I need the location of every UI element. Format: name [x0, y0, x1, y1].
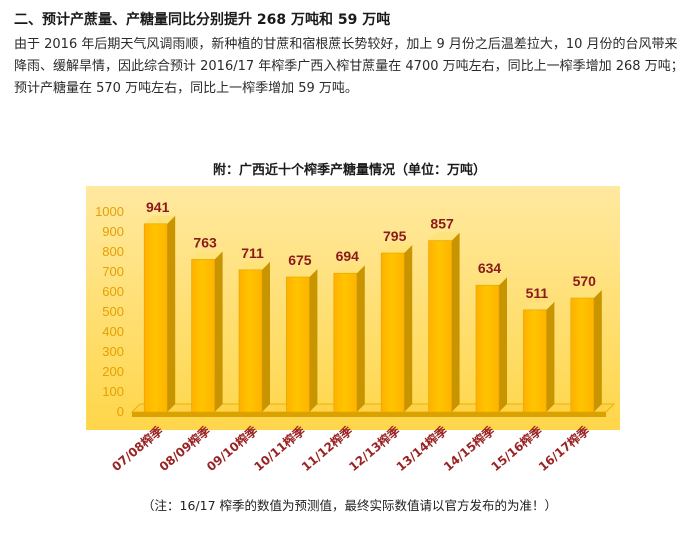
bar [286, 276, 310, 413]
bar-group [475, 277, 507, 413]
bar-side [214, 251, 223, 412]
y-tick-label: 900 [102, 224, 124, 239]
bar-side [167, 215, 176, 412]
bar [380, 252, 405, 413]
bar-side [499, 277, 507, 412]
value-label: 941 [146, 199, 170, 215]
y-tick-label: 0 [117, 404, 124, 419]
bar-side [451, 232, 460, 412]
bar-group [428, 232, 460, 413]
bar-side [309, 269, 318, 412]
bar-side [262, 261, 270, 412]
y-tick-label: 600 [102, 284, 124, 299]
bar-top [428, 232, 460, 241]
bar-top [523, 301, 555, 310]
bar-top [476, 277, 507, 286]
footnote: （注：16/17 榨季的数值为预测值，最终实际数值请以官方发布的为准！） [142, 498, 557, 513]
bar [191, 259, 215, 413]
y-tick-label: 800 [102, 244, 124, 259]
y-tick-label: 700 [102, 264, 124, 279]
bar [428, 240, 452, 413]
y-tick-label: 200 [102, 364, 124, 379]
y-tick-label: 400 [102, 324, 124, 339]
bar-side [356, 265, 365, 412]
bar-top [239, 261, 270, 270]
chart-title: 附：广西近十个榨季产糖量情况（单位：万吨） [212, 163, 486, 178]
bar [570, 297, 595, 413]
value-label: 795 [383, 228, 407, 244]
y-tick-label: 1000 [95, 204, 124, 219]
bar-group [191, 251, 223, 413]
value-label: 694 [336, 248, 360, 264]
bar [333, 272, 358, 413]
value-label: 711 [241, 245, 264, 261]
bar [143, 223, 168, 413]
bar [238, 269, 263, 413]
chart-floor-edge [132, 412, 606, 417]
bar [475, 284, 500, 413]
bar-top [191, 251, 223, 260]
bar-side [546, 301, 555, 412]
value-label: 857 [430, 216, 454, 232]
value-label: 675 [288, 252, 312, 268]
bar-group [238, 261, 270, 413]
bar-group [523, 301, 555, 413]
bar-group [333, 265, 365, 413]
bar-top [381, 245, 413, 253]
value-label: 763 [193, 234, 217, 250]
bar-group [286, 269, 318, 413]
bar-top [333, 265, 365, 274]
bar-group [143, 215, 176, 413]
section-heading: 二、预计产蔗量、产糖量同比分别提升 268 万吨和 59 万吨 [14, 12, 391, 28]
bar-group [570, 290, 602, 413]
bar-side [404, 245, 413, 412]
value-label: 634 [478, 260, 502, 276]
bar-group [380, 245, 413, 413]
y-tick-label: 500 [102, 304, 124, 319]
y-tick-label: 300 [102, 344, 124, 359]
value-label: 570 [573, 273, 597, 289]
value-label: 511 [526, 285, 549, 301]
bar [523, 309, 547, 413]
bar-side [593, 290, 602, 412]
bar-chart: 0 100 200 300 400 500 600 700 800 900 1000 941 07/08… [86, 186, 620, 480]
bar-top [286, 269, 318, 277]
y-tick-label: 100 [102, 384, 124, 399]
bar-top [570, 290, 602, 298]
bar-top [144, 215, 176, 224]
body-paragraph: 由于 2016 年后期天气风调雨顺，新种植的甘蔗和宿根蔗长势较好，加上 9 月份… [14, 37, 684, 96]
